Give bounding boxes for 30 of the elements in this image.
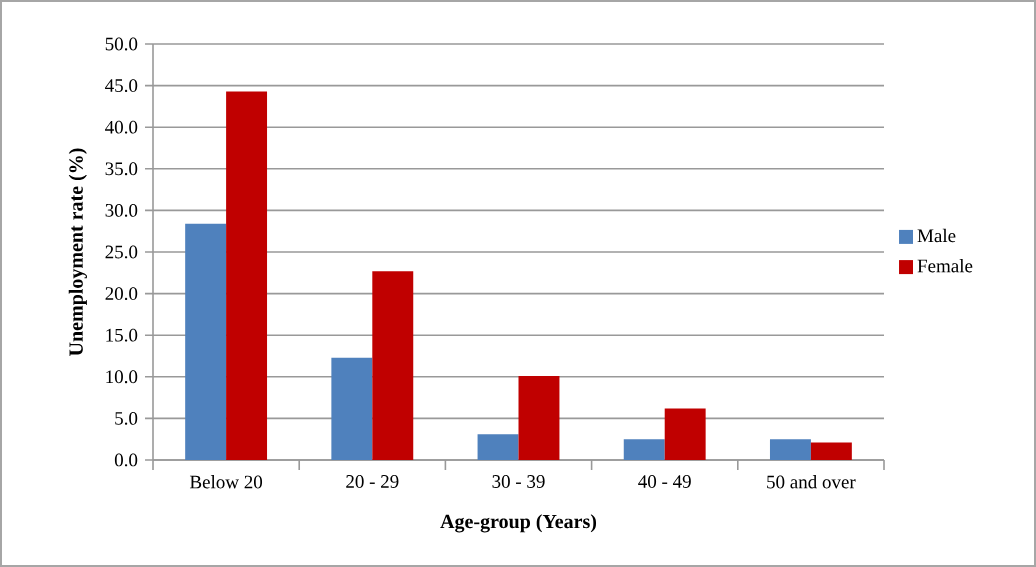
y-axis-title: Unemployment rate (%) bbox=[68, 148, 87, 356]
y-tick-label: 45.0 bbox=[105, 79, 138, 93]
x-axis-title: Age-group (Years) bbox=[440, 514, 597, 533]
legend-label: Male bbox=[917, 228, 956, 243]
y-tick-label: 50.0 bbox=[105, 37, 138, 51]
bar bbox=[226, 91, 268, 460]
bar bbox=[331, 357, 373, 460]
y-tick-label: 5.0 bbox=[115, 411, 138, 425]
y-tick-label: 20.0 bbox=[105, 287, 138, 301]
y-tick-label: 10.0 bbox=[106, 370, 138, 384]
bar bbox=[477, 434, 519, 460]
bar bbox=[623, 439, 665, 460]
x-tick-label: 20 - 29 bbox=[346, 475, 399, 488]
legend-label: Female bbox=[917, 259, 973, 273]
y-tick-label: 35.0 bbox=[105, 162, 138, 176]
bar bbox=[769, 439, 811, 460]
bar bbox=[518, 375, 560, 460]
y-tick-label: 15.0 bbox=[106, 328, 138, 342]
bar bbox=[185, 223, 227, 460]
bar bbox=[810, 442, 852, 460]
y-tick-label: 0.0 bbox=[114, 453, 138, 467]
bar bbox=[372, 271, 414, 460]
y-tick-label: 25.0 bbox=[105, 245, 138, 259]
x-tick-label: 30 - 39 bbox=[492, 475, 545, 488]
x-tick-label: 40 - 49 bbox=[638, 475, 691, 488]
x-tick-label: Below 20 bbox=[189, 475, 263, 489]
bar bbox=[664, 408, 706, 460]
y-tick-label: 30.0 bbox=[105, 203, 138, 217]
x-tick-label: 50 and over bbox=[767, 475, 856, 489]
y-tick-label: 40.0 bbox=[105, 120, 138, 134]
